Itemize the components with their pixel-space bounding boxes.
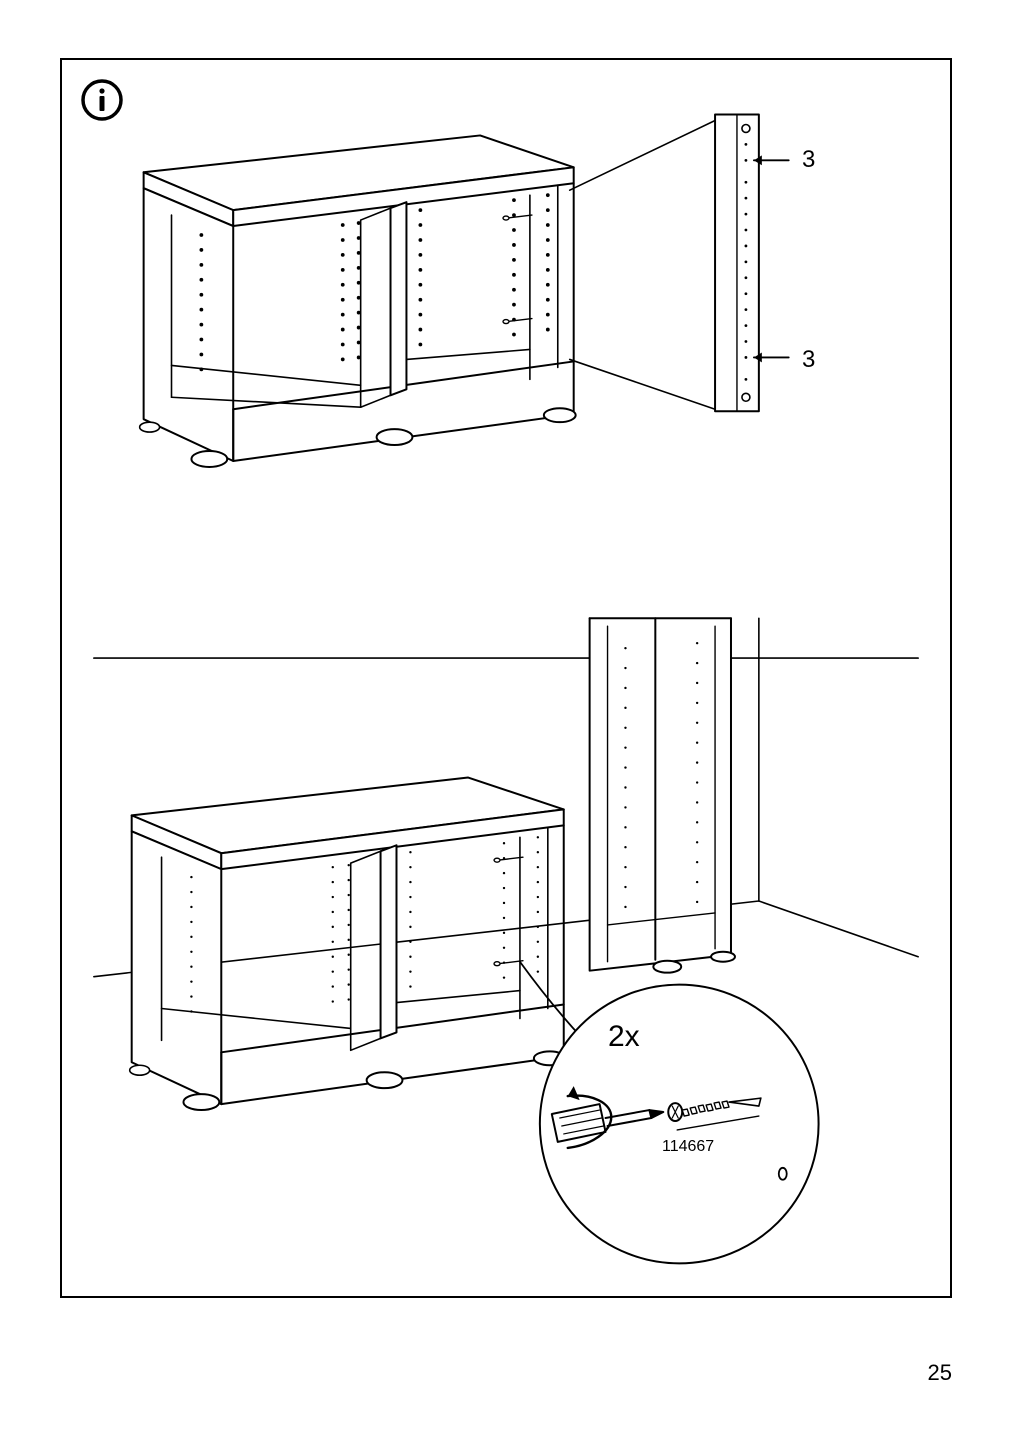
- instruction-page: 3 3 2x 114667: [60, 58, 952, 1298]
- callout-top-3: 3: [802, 146, 815, 174]
- screw-part-number: 114667: [662, 1138, 714, 1156]
- page-number: 25: [928, 1360, 952, 1386]
- callout-bottom-3: 3: [802, 346, 815, 374]
- screw-qty: 2x: [608, 1020, 640, 1054]
- diagram-top: [62, 60, 950, 1296]
